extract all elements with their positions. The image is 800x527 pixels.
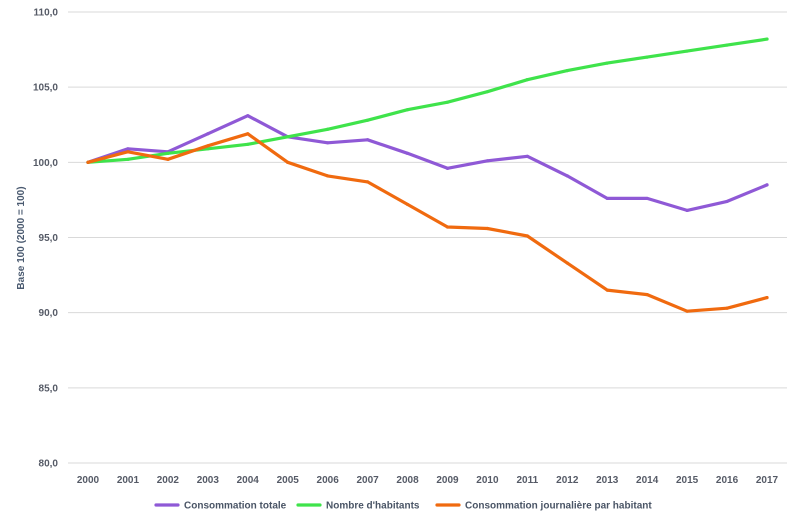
data-point bbox=[685, 309, 689, 313]
data-point bbox=[326, 174, 330, 178]
data-point bbox=[445, 100, 450, 104]
data-point bbox=[126, 150, 130, 154]
data-point bbox=[405, 202, 410, 207]
data-point bbox=[326, 127, 330, 131]
data-point bbox=[605, 196, 609, 201]
x-axis-tick-labels: 2000 2001 2002 2003 2004 2005 2006 2007 2008 2009… bbox=[77, 475, 779, 486]
data-point bbox=[725, 43, 729, 47]
data-point bbox=[286, 135, 290, 139]
series-line-consommation-journali-re-par-habitant bbox=[86, 132, 769, 313]
data-point bbox=[485, 226, 490, 231]
x-tick-label: 2001 bbox=[117, 475, 140, 486]
x-tick-label: 2010 bbox=[476, 475, 499, 486]
y-tick-label: 100,0 bbox=[33, 158, 58, 169]
x-tick-label: 2002 bbox=[157, 475, 180, 486]
data-point bbox=[206, 144, 210, 148]
data-point bbox=[685, 208, 689, 213]
data-point bbox=[405, 151, 410, 155]
data-point bbox=[645, 196, 649, 201]
data-point bbox=[365, 118, 370, 122]
x-tick-label: 2000 bbox=[77, 475, 100, 486]
data-point bbox=[565, 174, 569, 178]
x-tick-label: 2005 bbox=[277, 475, 300, 486]
x-tick-label: 2012 bbox=[556, 475, 579, 486]
data-point bbox=[725, 306, 729, 310]
data-point bbox=[126, 147, 130, 151]
data-point bbox=[605, 288, 609, 292]
data-point bbox=[765, 296, 769, 300]
x-tick-label: 2009 bbox=[436, 475, 459, 486]
data-point bbox=[326, 141, 330, 145]
series-line-consommation-totale bbox=[86, 114, 769, 212]
x-tick-label: 2015 bbox=[676, 475, 699, 486]
data-point bbox=[365, 138, 370, 142]
y-tick-label: 110,0 bbox=[34, 8, 59, 19]
y-tick-label: 105,0 bbox=[33, 83, 58, 94]
x-tick-label: 2008 bbox=[396, 475, 419, 486]
data-point bbox=[166, 157, 170, 161]
data-point bbox=[246, 132, 250, 136]
data-point bbox=[246, 114, 250, 118]
data-point bbox=[725, 199, 729, 204]
x-tick-label: 2004 bbox=[237, 475, 260, 486]
y-tick-label: 90,0 bbox=[39, 308, 59, 319]
data-point bbox=[565, 69, 569, 73]
data-point bbox=[485, 90, 490, 94]
data-point bbox=[485, 159, 490, 163]
data-point bbox=[126, 157, 130, 161]
data-point bbox=[525, 234, 529, 238]
data-point bbox=[365, 180, 370, 184]
data-point bbox=[206, 132, 210, 136]
data-point bbox=[445, 225, 450, 229]
data-point bbox=[565, 261, 569, 265]
legend-label: Consommation journalière par habitant bbox=[465, 501, 652, 512]
x-tick-label: 2011 bbox=[517, 475, 539, 486]
y-tick-label: 80,0 bbox=[39, 459, 59, 470]
data-point bbox=[605, 61, 609, 65]
data-point bbox=[86, 160, 90, 164]
legend-label: Nombre d'habitants bbox=[326, 501, 420, 512]
data-point bbox=[246, 142, 250, 146]
data-point bbox=[525, 78, 529, 82]
legend-label: Consommation totale bbox=[184, 501, 287, 512]
y-tick-label: 85,0 bbox=[39, 383, 59, 394]
x-tick-label: 2013 bbox=[596, 475, 619, 486]
data-point bbox=[525, 154, 529, 158]
series-lines bbox=[86, 37, 769, 313]
data-point bbox=[765, 37, 769, 41]
data-point bbox=[166, 151, 170, 155]
x-tick-label: 2003 bbox=[197, 475, 220, 486]
x-tick-label: 2014 bbox=[636, 475, 659, 486]
gridlines bbox=[68, 11, 787, 464]
data-point bbox=[765, 183, 769, 187]
x-tick-label: 2006 bbox=[317, 475, 340, 486]
data-point bbox=[685, 49, 689, 53]
series-line-nombre-d-habitants bbox=[86, 37, 769, 164]
y-axis-tick-labels: 80,0 85,0 90,0 95,0 100,0 105,0 110,0 bbox=[33, 8, 58, 470]
x-tick-label: 2017 bbox=[756, 475, 779, 486]
data-point bbox=[405, 108, 410, 112]
data-point bbox=[645, 293, 649, 297]
data-point bbox=[445, 166, 450, 170]
x-tick-label: 2016 bbox=[716, 475, 739, 486]
y-axis-label: Base 100 (2000 = 100) bbox=[16, 186, 27, 289]
legend: Consommation totale Nombre d'habitants Con… bbox=[154, 501, 652, 512]
y-tick-label: 95,0 bbox=[39, 233, 59, 244]
x-tick-label: 2007 bbox=[356, 475, 379, 486]
data-point bbox=[645, 55, 649, 59]
data-point bbox=[206, 147, 210, 151]
data-point bbox=[286, 160, 290, 164]
